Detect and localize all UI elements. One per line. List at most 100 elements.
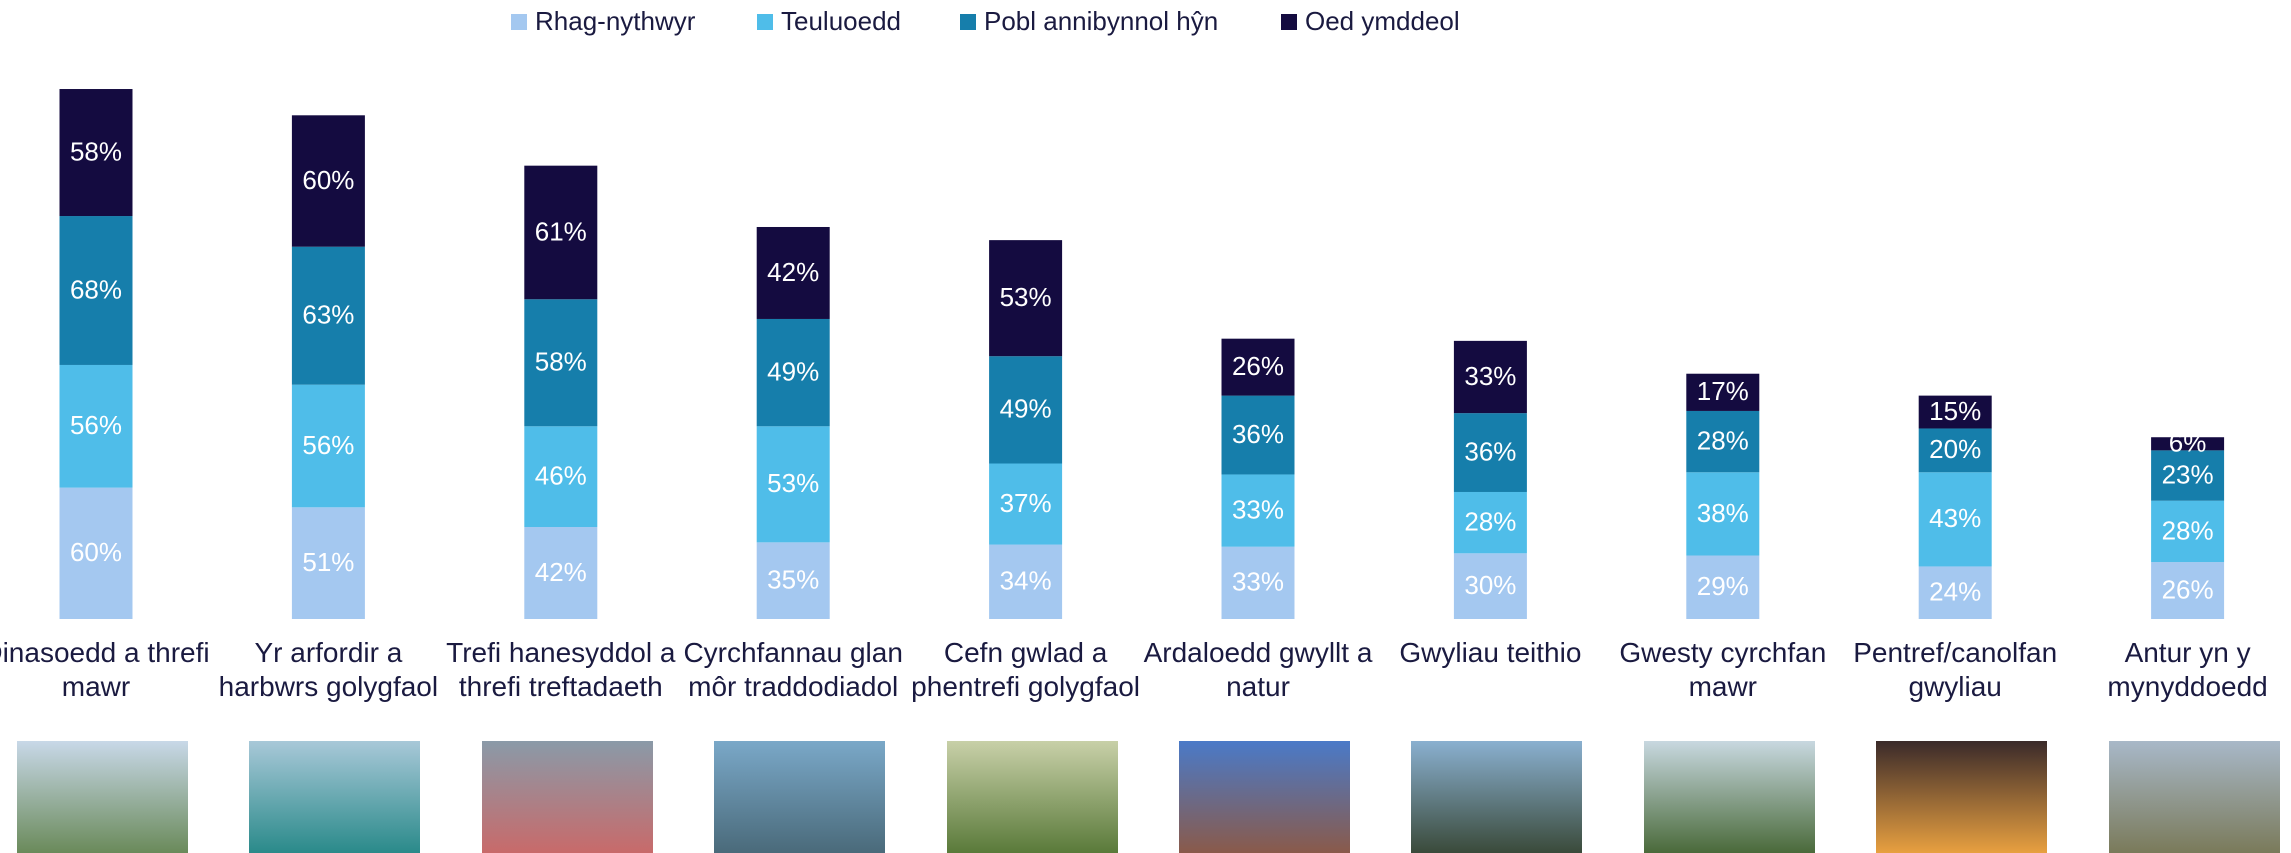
bar-segment <box>2151 562 2225 619</box>
value-label: 60% <box>70 537 122 567</box>
bar-segment <box>1918 395 1992 429</box>
bar-segment <box>1686 373 1760 411</box>
bar-segment <box>1453 553 1527 619</box>
legend-swatch <box>757 14 773 30</box>
value-label: 33% <box>1232 494 1284 524</box>
legend-label: Oed ymddeol <box>1305 6 1460 36</box>
bar-segment <box>291 115 365 247</box>
bar-segment <box>756 318 830 427</box>
bar-segment <box>989 463 1063 545</box>
legend-swatch <box>960 14 976 30</box>
value-label: 53% <box>1000 282 1052 312</box>
bar-segment <box>59 487 133 619</box>
bar-segment <box>1918 566 1992 619</box>
value-label: 28% <box>1697 425 1749 455</box>
value-label: 58% <box>535 347 587 377</box>
category-label: Ardaloedd gwyllt a natur <box>1143 637 1373 702</box>
bar-segment <box>59 364 133 488</box>
bar-segment <box>1453 340 1527 414</box>
value-label: 43% <box>1929 503 1981 533</box>
value-label: 38% <box>1697 498 1749 528</box>
bar-segment <box>1221 546 1295 619</box>
photo <box>1411 741 1583 853</box>
value-label: 30% <box>1464 570 1516 600</box>
value-label: 61% <box>535 216 587 246</box>
bar-segment <box>1686 472 1760 556</box>
value-label: 58% <box>70 136 122 166</box>
value-label: 42% <box>767 257 819 287</box>
value-label: 28% <box>1464 507 1516 537</box>
legend-swatch <box>1281 14 1297 30</box>
photo <box>946 741 1118 853</box>
bar-segment <box>756 426 830 543</box>
bar-segment <box>291 507 365 619</box>
bar-segment <box>1221 338 1295 396</box>
bar-segment <box>989 356 1063 464</box>
bar-segment <box>1453 491 1527 554</box>
value-label: 15% <box>1929 396 1981 426</box>
bar-segment <box>291 246 365 385</box>
value-label: 56% <box>70 410 122 440</box>
value-label: 68% <box>70 274 122 304</box>
legend-label: Rhag-nythwyr <box>535 6 696 36</box>
category-label: Trefi hanesyddol a threfi treftadaeth <box>446 637 676 702</box>
bar-segment <box>989 544 1063 619</box>
bar-segment <box>524 527 598 619</box>
bar-segment <box>524 165 598 300</box>
photo <box>17 741 188 853</box>
bar-segment <box>989 240 1063 357</box>
bar-segment <box>524 426 598 528</box>
value-label: 63% <box>302 300 354 330</box>
category-label: Cyrchfannau glan môr traddodiadol <box>683 637 903 702</box>
bar-segment <box>756 226 830 319</box>
bar-segment <box>1686 555 1760 619</box>
bar-segment <box>59 89 133 217</box>
photo <box>2108 741 2280 853</box>
photo <box>1876 741 2048 853</box>
category-label: Yr arfordir a harbwrs golygfaol <box>218 637 439 702</box>
bar-segment <box>1221 395 1295 475</box>
legend-label: Teuluoedd <box>781 6 901 36</box>
bar-segment <box>2151 450 2225 501</box>
value-label: 20% <box>1929 434 1981 464</box>
value-label: 35% <box>767 565 819 595</box>
value-label: 60% <box>302 165 354 195</box>
photo <box>481 741 653 853</box>
value-label: 34% <box>1000 566 1052 596</box>
value-label: 26% <box>1232 351 1284 381</box>
value-label: 33% <box>1232 567 1284 597</box>
bar-segment <box>291 384 365 508</box>
bar-segment <box>756 542 830 619</box>
value-label: 26% <box>2162 574 2214 604</box>
value-label: 17% <box>1697 376 1749 406</box>
value-label: 24% <box>1929 577 1981 607</box>
category-label: Cefn gwlad a phentrefi golygfaol <box>911 637 1140 702</box>
category-label: Antur yn y mynyddoedd <box>2107 637 2268 702</box>
value-label: 49% <box>767 357 819 387</box>
bar-segment <box>2151 500 2225 563</box>
value-label: 56% <box>302 430 354 460</box>
bar-segment <box>1453 413 1527 492</box>
value-label: 29% <box>1697 571 1749 601</box>
bar-segment <box>1918 472 1992 567</box>
bar-segment <box>1221 474 1295 547</box>
value-label: 36% <box>1464 436 1516 466</box>
bar-segment <box>1918 428 1992 473</box>
value-label: 28% <box>2162 515 2214 545</box>
bar-segment <box>1686 410 1760 473</box>
category-label: Pentref/canolfan gwyliau <box>1853 637 2058 702</box>
photo <box>1643 741 1815 853</box>
photo <box>1179 741 1350 853</box>
value-label: 37% <box>1000 488 1052 518</box>
value-label: 53% <box>767 468 819 498</box>
value-label: 49% <box>1000 394 1052 424</box>
bar-segment <box>524 299 598 427</box>
legend-swatch <box>511 14 527 30</box>
value-label: 23% <box>2162 459 2214 489</box>
value-label: 51% <box>302 547 354 577</box>
legend-label: Pobl annibynnol hŷn <box>984 6 1218 36</box>
category-label: Dinasoedd a threfi mawr <box>0 637 210 702</box>
value-label: 36% <box>1232 419 1284 449</box>
